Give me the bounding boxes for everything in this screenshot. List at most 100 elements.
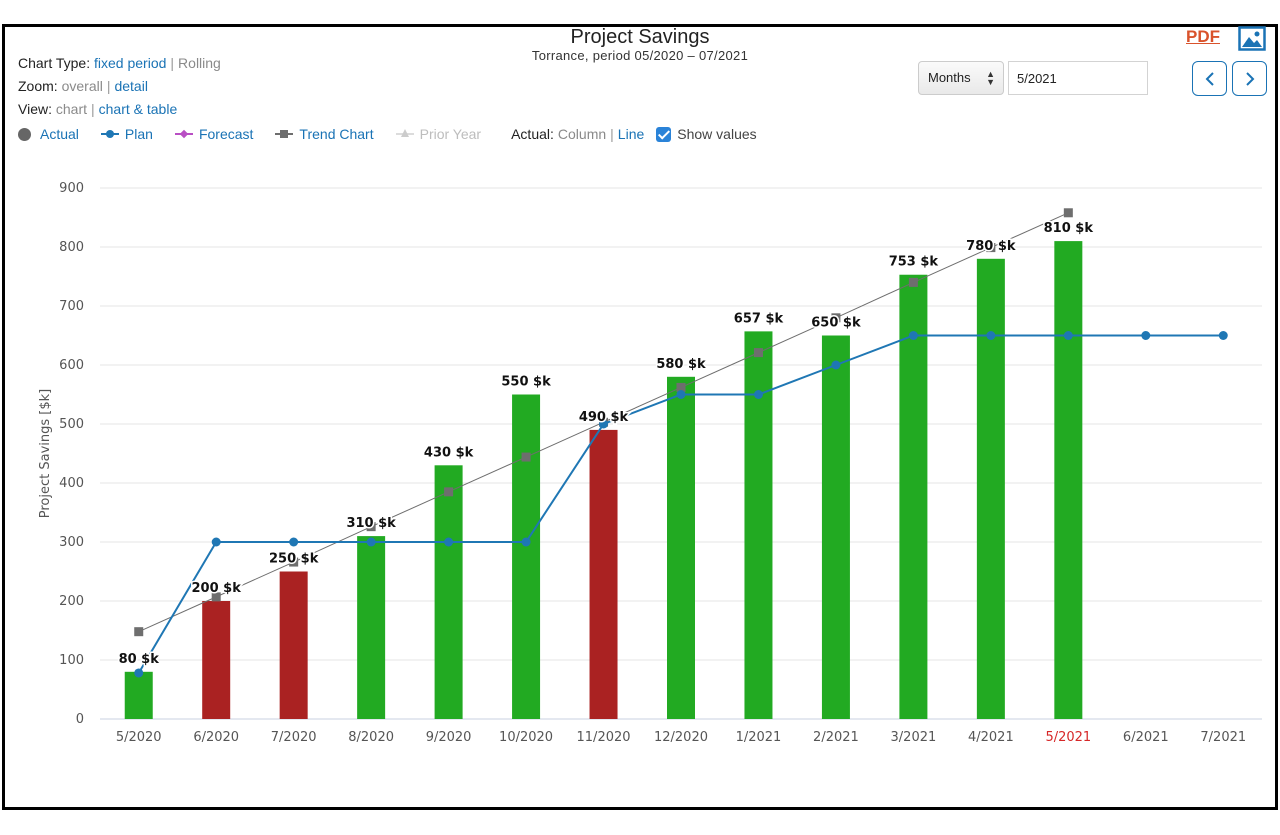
show-values-checkbox[interactable] xyxy=(656,126,672,142)
y-tick-label: 0 xyxy=(76,712,84,727)
x-tick-label: 7/2021 xyxy=(1200,730,1246,745)
y-axis-label: Project Savings [$k] xyxy=(38,389,53,518)
x-tick-label: 4/2021 xyxy=(968,730,1014,745)
date-input[interactable]: 5/2021 xyxy=(1008,61,1148,95)
x-tick-label: 12/2020 xyxy=(654,730,708,745)
plan-point xyxy=(289,537,299,547)
legend-trend[interactable]: Trend Chart xyxy=(275,126,374,142)
legend-prior-year[interactable]: Prior Year xyxy=(395,126,482,142)
separator: | xyxy=(170,55,175,71)
plan-point xyxy=(831,360,841,370)
bar xyxy=(744,331,773,719)
view-label: View: xyxy=(18,101,52,117)
plan-point xyxy=(1063,331,1073,340)
zoom-overall[interactable]: overall xyxy=(61,78,103,94)
actual-dot-icon xyxy=(18,127,31,141)
plan-line-icon xyxy=(100,128,119,140)
select-arrows-icon: ▲ ▼ xyxy=(986,69,995,87)
trend-point xyxy=(1063,208,1073,218)
chevron-left-icon xyxy=(1205,72,1214,86)
legend-forecast[interactable]: Forecast xyxy=(174,126,254,142)
legend-plan-label: Plan xyxy=(124,126,153,142)
data-label: 250 $k xyxy=(269,552,319,567)
chart-type-fixed-period[interactable]: fixed period xyxy=(94,55,167,71)
plan-point xyxy=(521,537,531,547)
view-chart[interactable]: chart xyxy=(55,101,87,117)
plan-point xyxy=(908,331,918,340)
y-tick-label: 600 xyxy=(59,358,84,373)
legend-plan[interactable]: Plan xyxy=(100,126,153,142)
trend-point xyxy=(986,243,996,253)
y-tick-label: 700 xyxy=(59,299,84,314)
actual-mode-label: Actual: xyxy=(511,126,554,142)
forecast-line-icon xyxy=(174,128,193,140)
plan-point xyxy=(1218,331,1228,340)
chart-type-rolling[interactable]: Rolling xyxy=(178,55,221,71)
chart-title: Project Savings xyxy=(570,26,710,48)
bar xyxy=(279,571,308,719)
chart-subtitle: Torrance, period 05/2020 – 07/2021 xyxy=(531,48,749,63)
y-tick-label: 900 xyxy=(59,181,84,196)
period-select-value: Months xyxy=(928,70,971,85)
bar xyxy=(821,335,850,719)
y-tick-label: 500 xyxy=(59,417,84,432)
data-label: 580 $k xyxy=(656,357,706,372)
data-label: 490 $k xyxy=(579,410,629,425)
trend-point xyxy=(521,452,531,462)
bar xyxy=(667,376,695,719)
separator: | xyxy=(610,126,614,142)
data-label: 780 $k xyxy=(966,239,1016,254)
data-label: 310 $k xyxy=(346,516,396,531)
trend-line-icon xyxy=(275,128,294,140)
trend-point xyxy=(831,313,841,323)
view-chart-and-table[interactable]: chart & table xyxy=(98,101,178,117)
zoom-detail[interactable]: detail xyxy=(114,78,148,94)
bar xyxy=(976,258,1005,719)
bar xyxy=(899,274,928,719)
data-label: 650 $k xyxy=(811,316,861,331)
trend-point xyxy=(289,557,299,567)
y-tick-label: 400 xyxy=(59,476,84,491)
prior-year-line-icon xyxy=(395,128,414,140)
plan-point xyxy=(676,390,686,399)
x-tick-label: 5/2021 xyxy=(1045,730,1091,745)
bar xyxy=(589,429,618,719)
zoom-label: Zoom: xyxy=(18,78,58,94)
data-label: 810 $k xyxy=(1044,221,1094,236)
plan-point xyxy=(444,537,454,547)
actual-mode-column[interactable]: Column xyxy=(557,126,607,142)
legend-actual-label: Actual xyxy=(40,126,79,142)
y-tick-label: 200 xyxy=(59,594,84,609)
actual-mode-line[interactable]: Line xyxy=(617,126,645,142)
plan-point xyxy=(134,668,144,678)
data-label: 200 $k xyxy=(192,581,242,596)
image-export-icon[interactable] xyxy=(1238,26,1266,51)
trend-point xyxy=(444,487,454,497)
legend-prior-year-label: Prior Year xyxy=(419,126,482,142)
pdf-export-link[interactable]: PDF xyxy=(1186,27,1220,46)
legend-actual[interactable]: Actual xyxy=(18,126,79,142)
trend-point xyxy=(753,348,763,358)
x-tick-label: 2/2021 xyxy=(813,730,859,745)
period-select[interactable]: Months ▲ ▼ xyxy=(918,61,1004,95)
next-button[interactable] xyxy=(1232,61,1267,96)
data-label: 80 $k xyxy=(119,652,160,667)
chart-type-control: Chart Type: fixed period | Rolling xyxy=(18,55,221,71)
previous-button[interactable] xyxy=(1192,61,1227,96)
data-label: 550 $k xyxy=(501,375,551,390)
x-tick-label: 8/2020 xyxy=(348,730,394,745)
separator: | xyxy=(91,101,95,117)
data-label: 753 $k xyxy=(889,255,939,270)
x-tick-label: 6/2020 xyxy=(193,730,239,745)
x-tick-label: 10/2020 xyxy=(499,730,553,745)
bar xyxy=(357,536,386,719)
plan-point xyxy=(211,537,221,547)
trend-point xyxy=(908,277,918,287)
x-tick-label: 6/2021 xyxy=(1123,730,1169,745)
x-tick-label: 5/2020 xyxy=(116,730,162,745)
legend-forecast-label: Forecast xyxy=(198,126,254,142)
y-tick-label: 800 xyxy=(59,240,84,255)
plan-point xyxy=(986,331,996,340)
show-values-label: Show values xyxy=(677,126,757,142)
